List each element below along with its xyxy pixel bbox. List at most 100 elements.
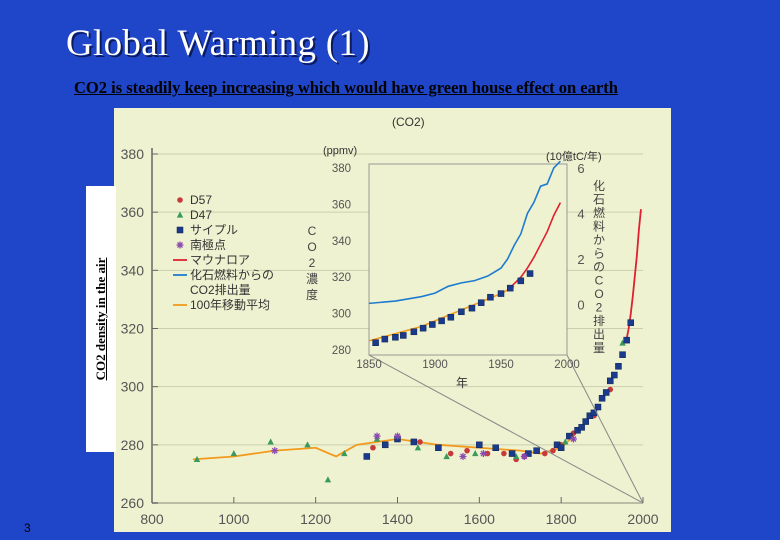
main-y-tick-label: 380 [121, 146, 145, 162]
main-point-series-0 [542, 450, 548, 457]
main-point-series-3 [520, 452, 528, 460]
inset-ylabel: CO 2 濃度 [306, 224, 318, 302]
main-x-tick-label: 1000 [218, 511, 249, 527]
main-point-series-3 [479, 450, 487, 458]
inset-point-series-3 [497, 290, 505, 297]
inset-point-series-3 [400, 332, 407, 339]
inset-point-series-3 [372, 339, 379, 346]
inset-y2label-units: (10億tC/年) [546, 149, 602, 163]
main-x-tick-label: 800 [140, 511, 164, 527]
inset-y2label-char: O [594, 287, 603, 301]
y-axis-label: CO2 density in the air [93, 257, 108, 381]
main-point-series-3 [373, 432, 381, 440]
main-series-line-0 [624, 209, 642, 344]
main-point-series-2 [627, 319, 634, 326]
inset-point-series-3 [517, 277, 525, 285]
inset-series-line-0 [368, 160, 561, 305]
inset-y2label-char: 2 [596, 301, 603, 315]
zoom-connector-right [566, 354, 644, 504]
inset-y2label-char: 燃 [593, 205, 605, 220]
legend-entry-label: マウナロア [190, 253, 250, 267]
main-point-series-1 [562, 438, 569, 445]
legend-marker-swatch [176, 211, 184, 218]
main-point-series-0 [447, 450, 454, 457]
main-point-series-1 [324, 476, 332, 483]
inset-y-tick-label: 300 [332, 309, 351, 321]
main-x-tick-label: 1200 [300, 511, 331, 527]
inset-y2label-char: の [593, 260, 605, 274]
inset-point-series-3 [392, 334, 399, 341]
main-point-series-3-stroke [394, 433, 401, 440]
page-number: 3 [24, 521, 31, 535]
main-y-tick-label: 340 [121, 262, 145, 278]
inset-y2-tick-label: 2 [577, 252, 584, 267]
main-point-series-3-stroke [374, 433, 381, 440]
main-point-series-2 [594, 403, 602, 411]
inset-y-tick-label: 340 [332, 236, 351, 248]
main-x-tick-label: 1800 [546, 511, 577, 527]
main-point-series-2 [607, 377, 614, 385]
legend-marker-swatch [176, 226, 184, 234]
main-point-series-0 [417, 439, 423, 445]
main-point-series-2 [582, 418, 589, 425]
inset-ylabel-char: O [307, 240, 316, 254]
main-point-series-2 [508, 450, 516, 457]
inset-point-series-3 [506, 284, 514, 292]
main-y-tick-label: 300 [121, 379, 145, 395]
inset-point-series-3 [438, 317, 445, 325]
inset-y2label-char: 排 [593, 314, 605, 328]
legend-entry-label: 100年移動平均 [190, 298, 270, 312]
main-point-series-3 [394, 432, 401, 440]
inset-y2-tick-label: 0 [577, 298, 584, 313]
legend-marker-swatch-stroke [177, 242, 183, 248]
inset-y-tick-label: 360 [332, 199, 351, 211]
inset-y-tick-label: 380 [332, 163, 351, 175]
main-point-series-3-stroke [271, 447, 278, 454]
inset-xlabel: 年 [456, 376, 468, 390]
main-point-series-2 [598, 395, 606, 402]
main-point-series-1 [512, 452, 520, 460]
inset-point-series-3 [487, 293, 494, 301]
main-point-series-2 [533, 447, 540, 454]
main-point-series-3-stroke [570, 436, 577, 442]
main-point-series-1 [304, 441, 311, 448]
main-point-series-1 [619, 339, 626, 346]
inset-y2-tick-label: 4 [577, 207, 584, 222]
main-point-series-1 [230, 450, 238, 457]
inset-y2label-char: 料 [593, 220, 605, 234]
legend-entry-label: D47 [190, 208, 212, 222]
main-y-tick-label: 320 [121, 321, 145, 337]
inset-y2label-char: 出 [593, 328, 605, 342]
inset-x-tick-label: 1850 [356, 359, 382, 371]
inset-y2label-char: C [595, 274, 604, 288]
inset-point-series-3 [429, 321, 436, 328]
inset-point-series-3 [468, 304, 476, 312]
inset-point-series-3 [410, 328, 418, 336]
main-point-series-2 [611, 371, 618, 379]
inset-y2label-char: 化 [593, 179, 605, 193]
main-point-series-2 [363, 453, 371, 460]
inset-y2label-char: 石 [593, 193, 605, 207]
legend-entry-label: 南極点 [190, 237, 226, 252]
main-point-series-1 [267, 438, 274, 445]
main-y-tick-label: 260 [121, 495, 145, 511]
inset-x-tick-label: 1950 [488, 359, 514, 371]
main-point-series-0 [464, 447, 470, 454]
inset-ylabel-char: C [308, 224, 317, 238]
chart-panel: (CO2) 260 280 300 320 340 360 380 800 1000 1200 1… [114, 108, 671, 532]
inset-y2-tick-label: 6 [577, 161, 584, 176]
main-point-series-1 [443, 452, 450, 460]
main-y-tick-label: 360 [121, 204, 145, 220]
main-chart-title: (CO2) [392, 115, 425, 129]
main-x-tick-label: 1400 [382, 511, 413, 527]
main-point-series-1 [472, 450, 479, 457]
main-point-series-2 [623, 336, 630, 344]
main-point-series-2 [557, 444, 565, 451]
inset-point-series-3 [477, 299, 485, 306]
slide-title: Global Warming (1) [66, 23, 370, 64]
slide-subtitle: CO2 is steadily keep increasing which wo… [74, 78, 618, 97]
main-point-series-2 [381, 441, 389, 449]
inset-frame [368, 163, 568, 356]
main-point-series-0 [484, 450, 491, 457]
